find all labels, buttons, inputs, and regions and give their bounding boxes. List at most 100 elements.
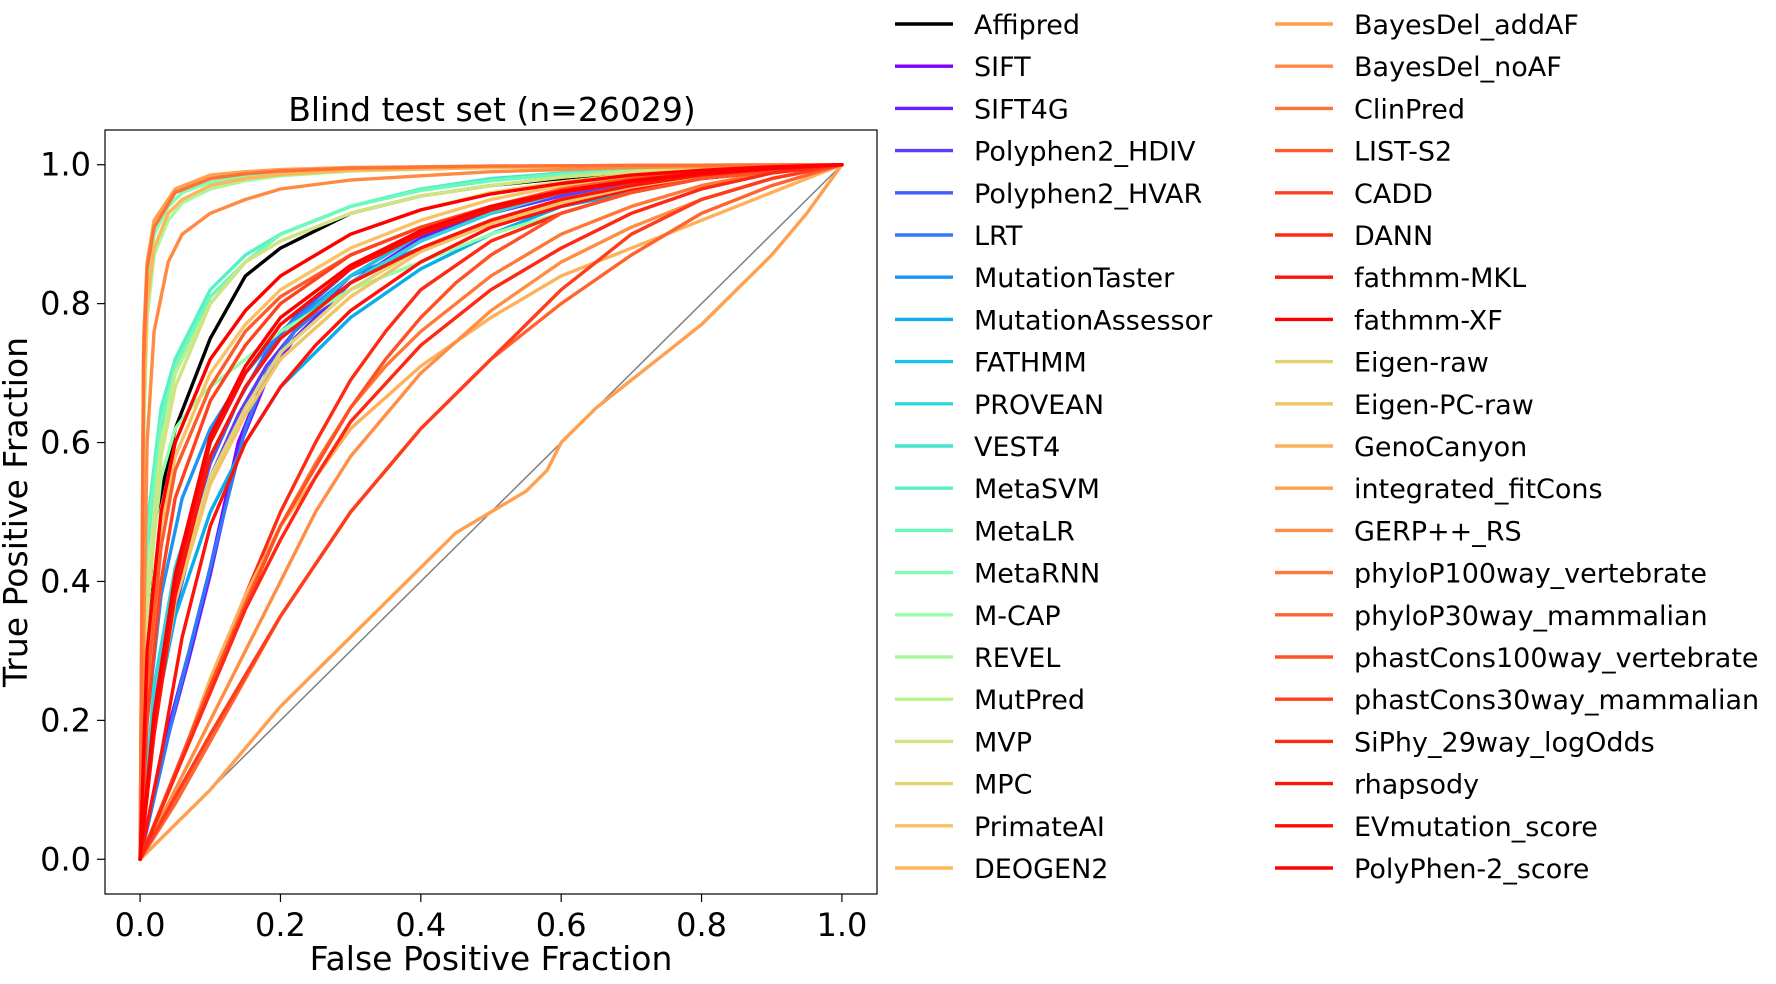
y-tick-label: 0.4 — [40, 562, 91, 600]
x-tick-label: 0.2 — [255, 906, 306, 944]
legend-item: FATHMM — [895, 348, 1087, 379]
y-tick-label: 1.0 — [40, 146, 91, 184]
y-axis: 0.0 0.2 0.4 0.6 0.8 1.0 — [40, 146, 105, 878]
legend-item: PROVEAN — [895, 390, 1104, 421]
legend-item: LRT — [895, 221, 1023, 252]
legend-item: SIFT4G — [895, 94, 1069, 125]
legend-label: SIFT — [974, 52, 1031, 83]
legend-item: phastCons100way_vertebrate — [1275, 643, 1759, 674]
x-tick-label: 0.6 — [536, 906, 587, 944]
x-tick-label: 1.0 — [816, 906, 867, 944]
legend-label: BayesDel_noAF — [1354, 52, 1562, 83]
legend-item: REVEL — [895, 643, 1060, 674]
legend-label: phyloP30way_mammalian — [1354, 601, 1708, 632]
legend-label: DEOGEN2 — [974, 854, 1108, 885]
legend-item: integrated_fitCons — [1275, 474, 1603, 505]
x-tick-label: 0.4 — [395, 906, 446, 944]
legend-label: fathmm-MKL — [1354, 263, 1526, 294]
legend-item: SiPhy_29way_logOdds — [1275, 727, 1655, 758]
x-tick-label: 0.8 — [676, 906, 727, 944]
legend-label: MPC — [974, 770, 1032, 801]
series-line-41 — [138, 162, 844, 861]
legend-item: phyloP30way_mammalian — [1275, 601, 1708, 632]
y-tick-label: 0.0 — [40, 840, 91, 878]
legend-label: GenoCanyon — [1354, 432, 1527, 463]
legend-label: CADD — [1354, 179, 1433, 210]
legend-label: Polyphen2_HDIV — [974, 137, 1196, 168]
legend-label: BayesDel_addAF — [1354, 10, 1579, 41]
legend-item: Eigen-PC-raw — [1275, 390, 1534, 421]
series-line-23 — [138, 162, 844, 861]
legend-label: VEST4 — [974, 432, 1060, 463]
legend-item: fathmm-XF — [1275, 305, 1503, 336]
legend-label: Eigen-raw — [1354, 348, 1489, 379]
legend-label: GERP++_RS — [1354, 516, 1522, 547]
legend-item: SIFT — [895, 52, 1031, 83]
legend-label: Eigen-PC-raw — [1354, 390, 1534, 421]
legend-label: DANN — [1354, 221, 1433, 252]
legend-label: M-CAP — [974, 601, 1061, 632]
y-tick-label: 0.8 — [40, 285, 91, 323]
legend-item: ClinPred — [1275, 94, 1465, 125]
series-line-37 — [138, 162, 844, 861]
legend-label: LIST-S2 — [1354, 137, 1452, 168]
legend-item: BayesDel_noAF — [1275, 52, 1562, 83]
legend-item: rhapsody — [1275, 770, 1479, 801]
legend-label: EVmutation_score — [1354, 812, 1598, 843]
legend-item: M-CAP — [895, 601, 1061, 632]
legend-item: Polyphen2_HVAR — [895, 179, 1202, 210]
legend-label: REVEL — [974, 643, 1060, 674]
legend-item: PrimateAI — [895, 812, 1105, 843]
legend-item: GERP++_RS — [1275, 516, 1522, 547]
legend-item: MutationTaster — [895, 263, 1175, 294]
legend-item: MetaRNN — [895, 559, 1100, 590]
legend-label: MVP — [974, 727, 1032, 758]
legend-item: Polyphen2_HDIV — [895, 137, 1196, 168]
legend-label: Polyphen2_HVAR — [974, 179, 1202, 210]
series-line-38 — [138, 162, 844, 861]
legend-label: MutPred — [974, 685, 1085, 716]
series-line-22 — [138, 162, 844, 861]
series-line-17 — [138, 162, 844, 861]
x-axis-label: False Positive Fraction — [310, 939, 673, 978]
x-axis: 0.0 0.2 0.4 0.6 0.8 1.0 — [115, 894, 867, 944]
legend-label: SIFT4G — [974, 94, 1069, 125]
legend-label: MutationAssessor — [974, 305, 1213, 336]
legend-label: ClinPred — [1354, 94, 1465, 125]
legend-label: PrimateAI — [974, 812, 1105, 843]
legend-label: phastCons100way_vertebrate — [1354, 643, 1759, 674]
legend-label: PolyPhen-2_score — [1354, 854, 1589, 885]
y-tick-label: 0.6 — [40, 424, 91, 462]
chart-title: Blind test set (n=26029) — [288, 90, 695, 129]
series-line-32 — [138, 162, 844, 861]
legend-label: FATHMM — [974, 348, 1087, 379]
legend-item: MutPred — [895, 685, 1085, 716]
series-line-28 — [138, 162, 844, 861]
legend-item: phyloP100way_vertebrate — [1275, 559, 1707, 590]
legend: Affipred SIFT SIFT4G Polyphen2_HDIV Polyphen… — [895, 10, 1759, 885]
legend-label: PROVEAN — [974, 390, 1104, 421]
legend-label: LRT — [974, 221, 1023, 252]
legend-label: phyloP100way_vertebrate — [1354, 559, 1707, 590]
legend-item: CADD — [1275, 179, 1433, 210]
legend-label: Affipred — [974, 10, 1080, 41]
legend-label: fathmm-XF — [1354, 305, 1503, 336]
legend-item: fathmm-MKL — [1275, 263, 1526, 294]
y-tick-label: 0.2 — [40, 701, 91, 739]
legend-item: phastCons30way_mammalian — [1275, 685, 1759, 716]
legend-item: MetaSVM — [895, 474, 1100, 505]
legend-label: MetaRNN — [974, 559, 1100, 590]
legend-label: integrated_fitCons — [1354, 474, 1603, 505]
legend-item: Eigen-raw — [1275, 348, 1489, 379]
legend-item: MVP — [895, 727, 1032, 758]
legend-item: DANN — [1275, 221, 1433, 252]
legend-label: rhapsody — [1354, 770, 1479, 801]
legend-item: VEST4 — [895, 432, 1060, 463]
legend-item: Affipred — [895, 10, 1080, 41]
y-axis-label: True Positive Fraction — [0, 337, 35, 688]
legend-item: EVmutation_score — [1275, 812, 1598, 843]
series-line-31 — [138, 162, 844, 861]
x-tick-label: 0.0 — [115, 906, 166, 944]
legend-item: LIST-S2 — [1275, 137, 1452, 168]
